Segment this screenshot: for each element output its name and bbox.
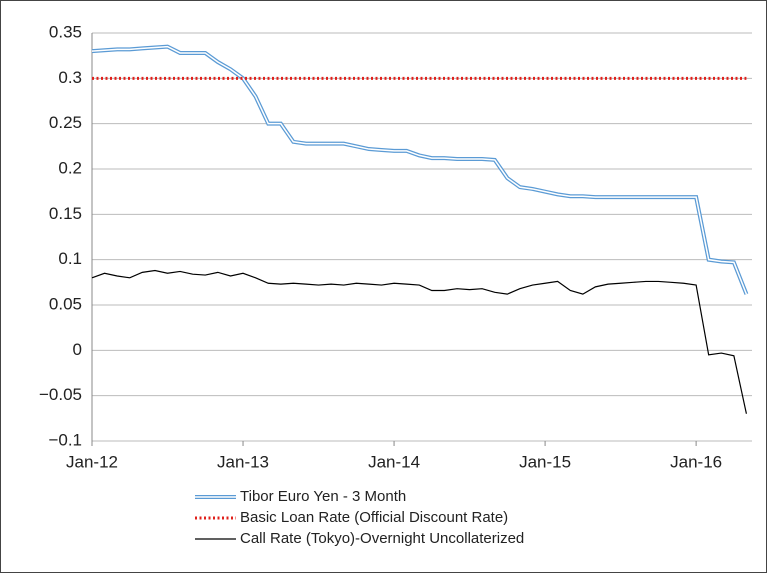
y-tick-label: 0.15 bbox=[49, 204, 82, 223]
x-tick-label: Jan-16 bbox=[670, 452, 722, 471]
y-tick-label: 0 bbox=[73, 340, 82, 359]
series-line bbox=[91, 45, 748, 295]
y-tick-label: −0.1 bbox=[48, 430, 82, 449]
y-tick-label: 0.05 bbox=[49, 294, 82, 313]
y-tick-label: 0.1 bbox=[58, 249, 82, 268]
x-tick-label: Jan-14 bbox=[368, 452, 420, 471]
legend-label: Basic Loan Rate (Official Discount Rate) bbox=[240, 509, 508, 526]
legend-label: Call Rate (Tokyo)-Overnight Uncollateriz… bbox=[240, 530, 524, 547]
x-tick-label: Jan-13 bbox=[217, 452, 269, 471]
legend-label: Tibor Euro Yen - 3 Month bbox=[240, 488, 406, 505]
series-line bbox=[91, 269, 747, 414]
y-tick-label: 0.25 bbox=[49, 113, 82, 132]
x-tick-label: Jan-12 bbox=[66, 452, 118, 471]
y-tick-label: 0.2 bbox=[58, 158, 82, 177]
y-tick-label: −0.05 bbox=[39, 385, 82, 404]
y-tick-label: 0.3 bbox=[58, 68, 82, 87]
y-tick-label: 0.35 bbox=[49, 22, 82, 41]
series-line-outer bbox=[91, 44, 749, 295]
x-tick-label: Jan-15 bbox=[519, 452, 571, 471]
